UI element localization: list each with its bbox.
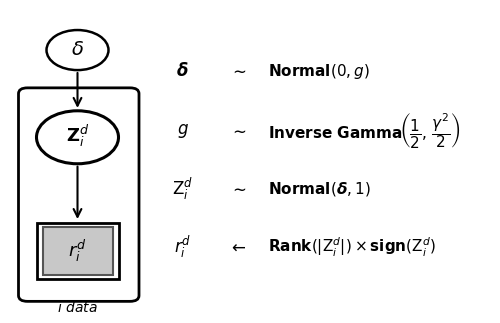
Text: $\sim$: $\sim$ — [229, 122, 246, 140]
Text: $\mathbf{Normal}(\boldsymbol{\delta},1)$: $\mathbf{Normal}(\boldsymbol{\delta},1)$ — [268, 180, 370, 198]
Text: $\boldsymbol{\delta}$: $\boldsymbol{\delta}$ — [176, 62, 189, 80]
Text: $\mathit{r}_i^d$: $\mathit{r}_i^d$ — [174, 234, 191, 260]
Text: $\mathit{g}$: $\mathit{g}$ — [176, 122, 188, 140]
Circle shape — [36, 111, 118, 164]
Text: $\mathrm{Z}_i^d$: $\mathrm{Z}_i^d$ — [172, 176, 193, 202]
Circle shape — [46, 30, 108, 70]
Text: $\mathbf{Inverse\ Gamma}\!\left(\dfrac{1}{2},\,\dfrac{\gamma^2}{2}\right)$: $\mathbf{Inverse\ Gamma}\!\left(\dfrac{1… — [268, 111, 460, 150]
Bar — [36, 223, 119, 279]
Text: $\sim$: $\sim$ — [229, 62, 246, 80]
Text: $\mathbf{Normal}(0, \mathit{g})$: $\mathbf{Normal}(0, \mathit{g})$ — [268, 62, 370, 80]
Text: $\mathbf{Z}_i^d$: $\mathbf{Z}_i^d$ — [66, 123, 89, 150]
Text: $\leftarrow$: $\leftarrow$ — [228, 238, 246, 256]
Text: $\mathbf{Rank}(|\mathrm{Z}_i^d|) \times \mathbf{sign}(\mathrm{Z}_i^d)$: $\mathbf{Rank}(|\mathrm{Z}_i^d|) \times … — [268, 235, 436, 259]
Text: $\delta$: $\delta$ — [71, 40, 84, 58]
Text: $i$ data: $i$ data — [57, 300, 98, 315]
FancyBboxPatch shape — [18, 88, 139, 301]
Bar — [42, 227, 112, 275]
Text: $\mathit{r}_i^d$: $\mathit{r}_i^d$ — [68, 238, 86, 265]
Text: $\sim$: $\sim$ — [229, 180, 246, 198]
